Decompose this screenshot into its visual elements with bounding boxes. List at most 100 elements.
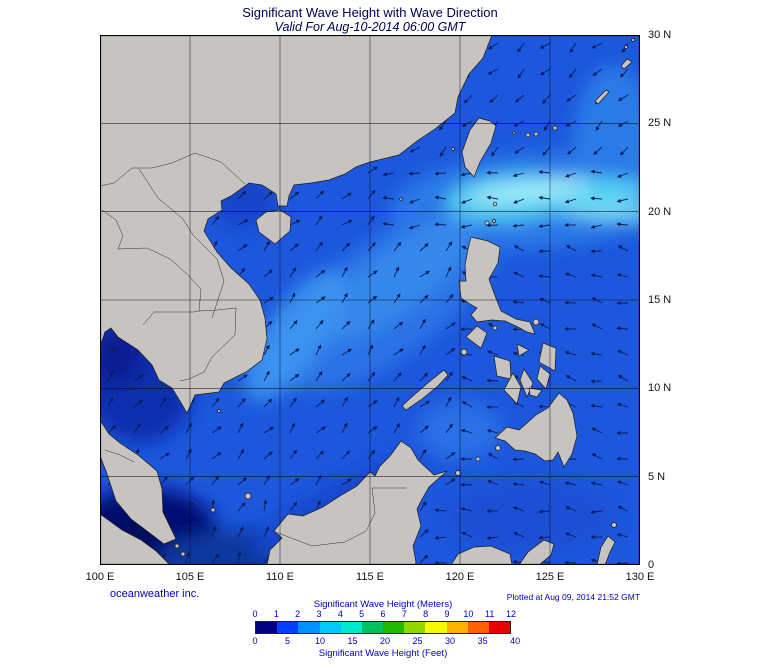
feet-tick-label: 5 <box>284 636 291 646</box>
island-leyte <box>536 365 551 390</box>
wave-direction-arrow <box>289 501 298 512</box>
wave-direction-arrow <box>538 224 551 229</box>
border-china-vietnam <box>100 152 246 187</box>
island-catanduanes <box>532 318 540 326</box>
wave-direction-arrow <box>159 476 168 486</box>
x-tick-label: 130 E <box>625 571 655 583</box>
x-tick-label: 120 E <box>445 571 475 583</box>
wave-direction-arrow <box>513 271 525 278</box>
wave-direction-arrow <box>367 371 376 382</box>
wave-direction-arrow <box>185 502 194 512</box>
wave-direction-arrow <box>419 449 427 460</box>
wave-direction-arrow <box>341 266 348 278</box>
wave-direction-arrow <box>445 322 456 330</box>
wave-direction-arrow <box>419 243 429 252</box>
border-thailand-cambodia-laos <box>142 307 237 326</box>
legend-meters-title: Significant Wave Height (Meters) <box>313 599 453 610</box>
wave-direction-arrow <box>107 370 114 382</box>
wave-direction-arrow <box>263 191 273 200</box>
wave-direction-arrow <box>542 146 551 156</box>
border-vietnam-laos <box>138 168 225 319</box>
y-tick-label: 25 N <box>648 117 672 130</box>
wave-direction-arrow <box>568 68 577 79</box>
y-tick-label: 5 N <box>648 470 666 483</box>
wave-direction-arrow <box>341 292 348 304</box>
island-babuyan-1 <box>484 220 490 226</box>
feet-tick-label: 25 <box>412 636 423 646</box>
wave-direction-arrow <box>538 535 551 540</box>
wave-direction-arrow <box>564 481 577 486</box>
wave-direction-arrow <box>517 42 525 53</box>
wave-direction-arrow <box>367 215 375 226</box>
wave-direction-arrow <box>382 195 395 201</box>
wave-direction-arrow <box>211 397 220 408</box>
legend-meters-ticks: 0 1 2 3 4 5 6 7 8 9 10 11 12 <box>252 609 516 619</box>
border-thailand-laos <box>101 209 202 312</box>
wave-direction-arrow <box>491 146 499 157</box>
wave-direction-arrow <box>393 266 400 278</box>
meters-tick-label: 7 <box>401 609 407 619</box>
wave-direction-arrow <box>512 172 525 178</box>
wave-direction-arrow <box>263 499 268 512</box>
wave-direction-arrow <box>590 509 603 515</box>
wave-direction-arrow <box>566 94 577 102</box>
colorbar-segment <box>383 622 405 633</box>
island-pratas <box>399 197 403 201</box>
meters-tick-label: 4 <box>337 609 343 619</box>
feet-tick-label: 0 <box>252 636 258 646</box>
wave-direction-arrow <box>315 399 326 408</box>
meters-tick-label: 5 <box>359 609 365 619</box>
wave-direction-arrow <box>107 424 117 434</box>
island-natuna <box>244 492 252 500</box>
wave-direction-arrow <box>591 297 603 304</box>
wave-direction-arrow <box>185 551 190 564</box>
wave-direction-arrow <box>538 480 551 486</box>
wave-direction-arrow <box>367 295 378 304</box>
wave-direction-arrow <box>315 450 324 460</box>
wave-direction-arrow <box>289 397 297 408</box>
wave-direction-arrow <box>367 426 378 434</box>
wave-direction-arrow <box>289 191 300 200</box>
x-tick-label: 115 E <box>356 571 384 583</box>
island-samar <box>538 342 557 372</box>
wave-direction-arrow <box>486 535 499 541</box>
wave-direction-arrow <box>434 171 447 176</box>
wave-direction-arrow <box>133 423 141 434</box>
island-okinawa <box>594 89 610 105</box>
wave-direction-arrow <box>486 378 499 383</box>
island-masbate <box>516 343 530 357</box>
border-malaysia-indonesia-borneo <box>272 487 406 547</box>
wave-direction-arrow <box>393 321 404 330</box>
y-tick-label: 10 N <box>648 382 672 395</box>
island-tokara-2 <box>631 38 635 42</box>
meters-tick-label: 1 <box>273 609 279 619</box>
border-thailand-malaysia <box>104 449 135 463</box>
wave-direction-arrow <box>367 400 378 408</box>
wave-direction-arrow <box>513 532 525 538</box>
feet-tick-label: 35 <box>477 636 488 646</box>
wave-direction-arrow <box>393 396 400 408</box>
wave-direction-arrow <box>565 532 577 538</box>
wave-direction-arrow <box>512 506 525 512</box>
wave-direction-arrow <box>237 244 248 252</box>
wave-direction-arrow <box>590 481 603 486</box>
wave-direction-arrow <box>263 269 273 278</box>
meters-tick-label: 8 <box>423 609 429 619</box>
island-tokara-1 <box>624 45 628 49</box>
wave-direction-arrow <box>289 292 296 304</box>
wave-direction-arrow <box>434 535 447 541</box>
wave-direction-arrow <box>461 120 473 127</box>
wave-direction-arrow <box>514 146 525 154</box>
island-sulawesi-west <box>450 545 513 565</box>
wave-direction-arrow <box>289 267 297 278</box>
wave-direction-arrow <box>513 245 525 252</box>
wave-direction-arrow <box>617 505 629 512</box>
wave-direction-arrow <box>461 531 473 538</box>
wave-direction-arrow <box>517 68 525 79</box>
wave-direction-arrow <box>341 450 350 460</box>
wave-direction-arrow <box>419 344 426 356</box>
wave-direction-arrow <box>263 474 270 486</box>
wave-direction-arrow <box>539 323 551 330</box>
wave-direction-arrow <box>616 222 629 227</box>
wave-direction-arrow <box>540 68 551 76</box>
